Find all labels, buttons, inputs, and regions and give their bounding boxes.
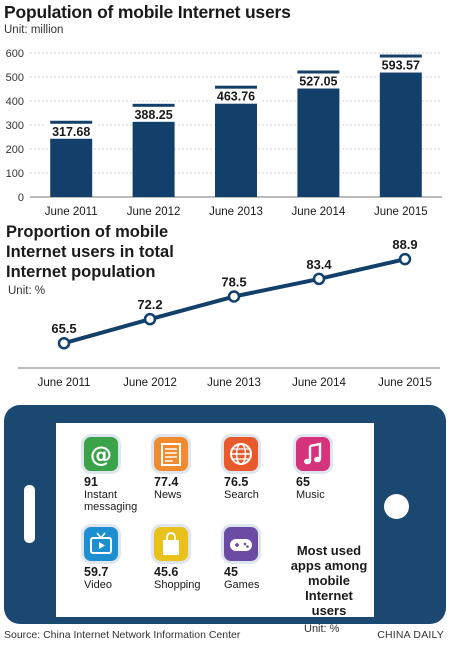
line-category-label: June 2011 (38, 377, 91, 389)
app-value: 65 (296, 475, 310, 489)
bar-y-tick-label: 0 (18, 192, 24, 204)
line-category-label: June 2014 (292, 377, 346, 389)
line-chart-unit: Unit: % (8, 285, 46, 297)
bar-y-tick-label: 600 (6, 48, 24, 60)
app-value: 76.5 (224, 475, 249, 489)
line-value-label: 72.2 (137, 297, 162, 312)
app-value: 91 (84, 475, 98, 489)
line-category-label: June 2012 (123, 377, 177, 389)
globe-icon (224, 437, 258, 471)
line-chart: 65.5 June 2011 72.2 June 2012 78.5 June 2013 8… (18, 240, 440, 389)
app-value: 45.6 (154, 565, 179, 579)
app-label: News (154, 489, 182, 501)
line-point (227, 290, 241, 303)
app-label: Video (84, 579, 112, 591)
bar-chart: 0 100 200 300 400 500 600 317.68 June 2011 388.25… (6, 48, 442, 218)
line-category-label: June 2015 (378, 377, 432, 389)
bar-y-tick-label: 500 (6, 72, 24, 84)
app-label: Instant (84, 489, 118, 501)
apps-title-line-2: apps among (290, 558, 368, 573)
line-chart-title-line-3: Internet population (6, 263, 156, 281)
bar-category-label: June 2012 (127, 206, 181, 218)
line-value-label: 65.5 (51, 321, 76, 336)
svg-text:@: @ (90, 443, 112, 468)
bar (379, 54, 422, 197)
app-item: 45 Games (220, 527, 298, 591)
app-label: messaging (84, 501, 138, 513)
line-chart-title: Proportion of mobile Internet users in t… (6, 222, 266, 282)
app-value: 77.4 (154, 475, 179, 489)
line-value-label: 83.4 (306, 257, 332, 272)
app-item: 76.5 Search (220, 437, 298, 501)
bar-y-tick-label: 300 (6, 120, 24, 132)
bar-value-label-bg (293, 73, 344, 89)
bar-category-label: June 2014 (292, 206, 346, 218)
line-value-label: 78.5 (221, 275, 246, 290)
brand-credit: CHINA DAILY (377, 629, 444, 641)
app-item: 77.4 News (150, 437, 228, 501)
bar-category-label: June 2011 (45, 206, 98, 218)
bar-value-label: 527.05 (299, 75, 337, 89)
apps-title-line-1: Most used (296, 543, 362, 558)
bar-category-label: June 2013 (209, 206, 263, 218)
bar-value-label-bg (128, 106, 179, 122)
source-credit: Source: China Internet Network Informati… (4, 629, 241, 641)
line-chart-title-line-2: Internet users in total (6, 243, 174, 261)
bar-value-label: 593.57 (382, 59, 420, 73)
apps-title-line-4: Internet (305, 588, 353, 603)
bar-y-tick-label: 200 (6, 144, 24, 156)
app-item: 45.6 Shopping (150, 527, 228, 591)
app-label: Search (224, 489, 259, 501)
app-item: @91 Instant messaging (80, 437, 158, 513)
phone-illustration: @91 Instant messaging 77.4 News 76.5 Search 65 M… (4, 405, 446, 635)
phone-speaker (24, 485, 35, 543)
bar-value-label: 388.25 (134, 108, 172, 122)
phone-screen: @91 Instant messaging 77.4 News 76.5 Search 65 M… (56, 423, 374, 635)
line-point (143, 312, 157, 326)
bar-value-label-bg (211, 88, 261, 104)
line-point (57, 336, 71, 350)
phone-home-button (384, 494, 409, 519)
at-sign-icon: @ (84, 437, 118, 471)
newspaper-icon (154, 437, 188, 471)
line-chart-title-line-1: Proportion of mobile (6, 223, 169, 241)
app-value: 45 (224, 565, 238, 579)
app-label: Music (296, 489, 325, 501)
bar-y-tick-label: 400 (6, 96, 24, 108)
tv-icon (84, 527, 118, 561)
app-label: Games (224, 579, 260, 591)
bar-category-label: June 2015 (374, 206, 428, 218)
app-item: 65 Music (292, 437, 370, 501)
bar-value-label-bg (375, 57, 426, 73)
app-value: 59.7 (84, 565, 109, 579)
bar (215, 85, 257, 197)
bar-chart-unit: Unit: million (4, 24, 64, 36)
gamepad-icon (224, 527, 258, 561)
app-item: 59.7 Video (80, 527, 158, 591)
apps-title-line-5: users (311, 603, 347, 618)
music-note-icon (296, 437, 330, 471)
bar-value-label-bg (46, 123, 97, 139)
apps-title-line-3: mobile (308, 573, 350, 588)
bar-chart-title: Population of mobile Internet users (4, 2, 291, 22)
line-value-label: 88.9 (392, 240, 417, 252)
shopping-bag-icon (154, 527, 188, 561)
apps-unit: Unit: % (304, 623, 340, 635)
bar (297, 70, 340, 197)
line-point (312, 272, 326, 286)
line-point (398, 252, 412, 266)
bar-value-label: 317.68 (52, 125, 90, 139)
bar-value-label: 463.76 (217, 90, 255, 104)
line-category-label: June 2013 (207, 377, 261, 389)
app-label: Shopping (154, 579, 201, 591)
bar-y-tick-label: 100 (6, 168, 24, 180)
apps-title: Most used apps among mobile Internet use… (284, 543, 374, 618)
